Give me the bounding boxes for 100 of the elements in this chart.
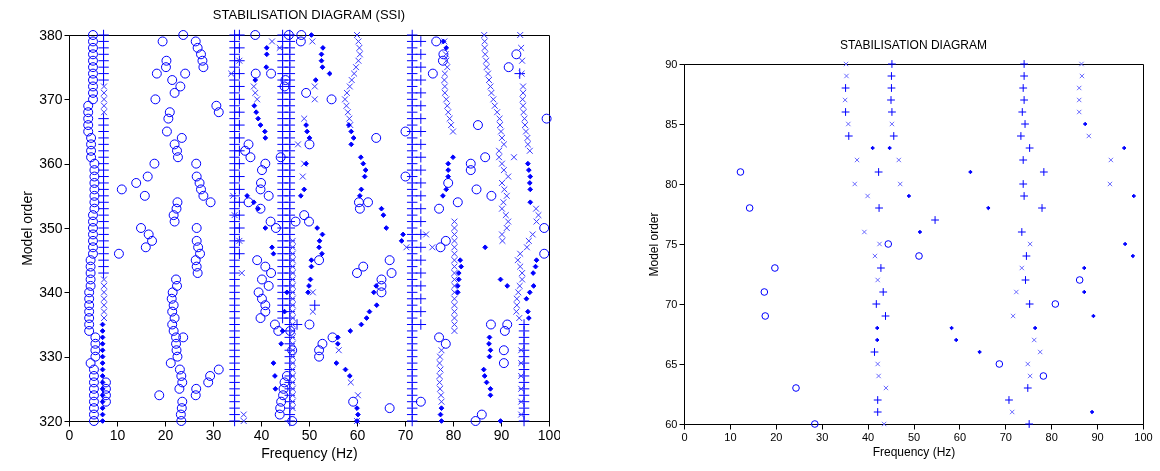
point (1130, 253, 1136, 259)
point (881, 421, 887, 427)
y-axis-title: Model order (647, 212, 662, 277)
y-tick-label: 75 (665, 237, 678, 250)
point (841, 83, 850, 93)
x-tick-label: 0 (65, 426, 74, 443)
point (1051, 300, 1060, 308)
x-tick-label: 20 (770, 430, 783, 443)
point (930, 215, 940, 225)
point (1018, 155, 1028, 165)
point (870, 145, 875, 151)
point (874, 167, 883, 177)
point (887, 145, 892, 151)
chart-title: STABILISATION DIAGRAM (840, 38, 987, 52)
y-tick-label: 370 (39, 90, 63, 107)
point (1019, 95, 1029, 105)
point (1076, 97, 1082, 103)
point (1019, 59, 1029, 69)
x-tick-label: 30 (205, 426, 222, 443)
point (761, 312, 770, 320)
point (1037, 203, 1047, 213)
y-tick-label: 340 (39, 283, 63, 300)
x-tick-label: 40 (253, 426, 270, 443)
y-tick-label: 330 (39, 348, 63, 365)
x-axis-title: Frequency (Hz) (261, 444, 358, 461)
point (1022, 251, 1031, 261)
x-tick-label: 70 (397, 426, 414, 443)
x-tick-label: 70 (999, 430, 1012, 443)
point (1031, 337, 1037, 343)
x-tick-label: 30 (816, 430, 829, 443)
point (1075, 276, 1084, 284)
point (1086, 133, 1092, 139)
point (887, 59, 897, 69)
x-axis-title: Frequency (Hz) (872, 444, 956, 459)
point (1121, 145, 1127, 151)
point (875, 337, 880, 343)
point (811, 420, 819, 428)
point (1025, 299, 1035, 309)
point (870, 347, 879, 357)
point (842, 97, 848, 103)
chart-title: STABILISATION DIAGRAM (SSI) (212, 6, 406, 22)
y-tick-label: 60 (665, 417, 678, 430)
point (873, 395, 883, 405)
point (1082, 265, 1087, 271)
point (852, 181, 858, 187)
point (949, 325, 954, 331)
point (1027, 241, 1033, 247)
point (878, 287, 888, 297)
point (792, 384, 800, 392)
point (1082, 121, 1088, 127)
x-tick-label: 80 (1045, 430, 1058, 443)
point (896, 157, 902, 163)
point (977, 349, 982, 355)
point (1010, 313, 1016, 319)
point (871, 299, 881, 309)
point (745, 204, 754, 212)
point (864, 193, 871, 199)
point (995, 360, 1004, 368)
point (884, 240, 893, 248)
x-tick-label: 50 (301, 426, 318, 443)
point (1039, 372, 1048, 380)
point (889, 131, 899, 141)
point (1037, 349, 1043, 355)
point (1021, 275, 1030, 285)
y-tick-label: 360 (39, 155, 63, 172)
point (1027, 373, 1033, 379)
point (1009, 409, 1015, 415)
point (1017, 107, 1027, 117)
point (886, 95, 896, 105)
x-tick-label: 90 (1091, 430, 1104, 443)
y-tick-label: 85 (665, 117, 678, 130)
point (844, 131, 854, 141)
y-axis-title: Model order (19, 190, 36, 266)
point (845, 121, 851, 127)
point (1019, 191, 1029, 201)
point (1076, 85, 1082, 91)
point (1018, 179, 1028, 189)
point (1013, 289, 1019, 295)
point (1131, 193, 1137, 199)
point (1025, 361, 1031, 367)
x-tick-label: 100 (1134, 430, 1153, 443)
point (1018, 83, 1028, 93)
point (1025, 143, 1035, 153)
y-tick-label: 320 (39, 412, 63, 429)
point (1089, 409, 1095, 415)
point (843, 73, 850, 79)
y-tick-label: 70 (665, 297, 678, 310)
point (875, 325, 880, 331)
point (875, 373, 882, 379)
point (1082, 289, 1087, 295)
point (906, 193, 912, 199)
point (1076, 109, 1082, 115)
point (875, 277, 881, 283)
point (887, 83, 896, 93)
y-tick-label: 90 (665, 57, 678, 70)
point (1122, 241, 1128, 247)
point (986, 205, 991, 211)
point (876, 263, 886, 273)
x-tick-label: 100 (537, 426, 562, 443)
y-tick-label: 350 (39, 219, 63, 236)
